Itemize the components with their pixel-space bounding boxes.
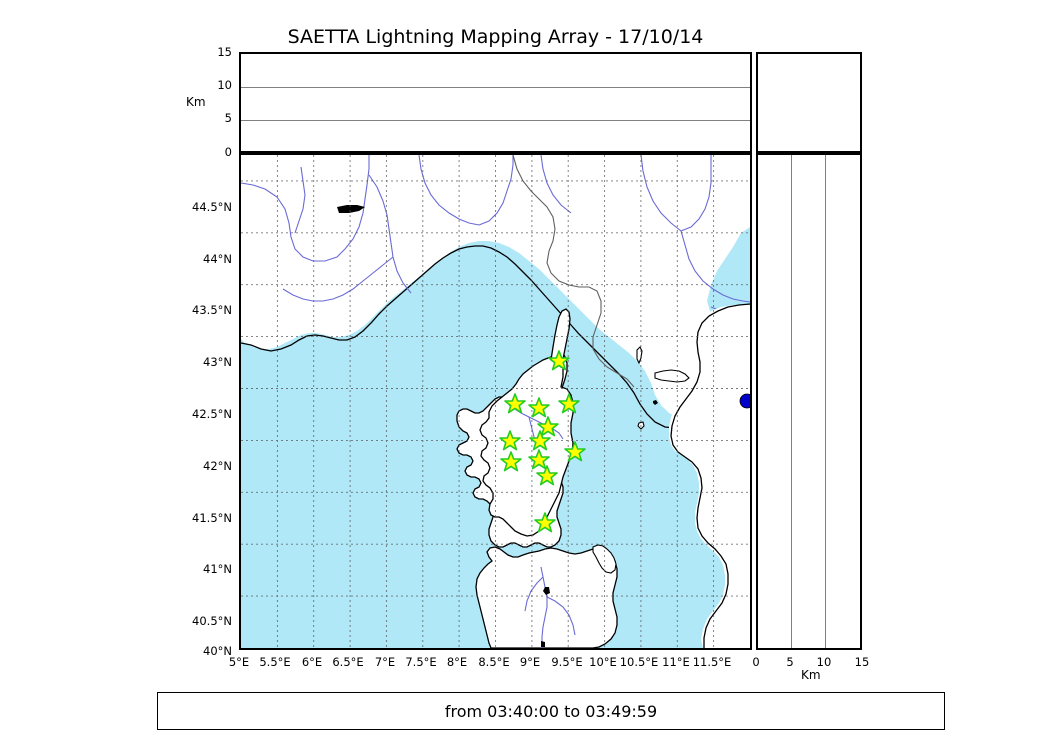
country-border <box>512 155 635 388</box>
right-panel-gridline-5 <box>791 155 792 648</box>
station-marker <box>548 350 570 371</box>
map-ytick-43N: 43°N <box>203 355 232 369</box>
map-xtick-8.5E: 8.5°E <box>478 655 510 669</box>
map-ytick-44N: 44°N <box>203 252 232 266</box>
map-xtick-8E: 8°E <box>446 655 468 669</box>
map-graphic <box>241 155 750 648</box>
station-marker <box>537 416 559 437</box>
map-xtick-9E: 9°E <box>519 655 541 669</box>
right-panel-gridline-10 <box>825 155 826 648</box>
island-elba <box>654 369 690 383</box>
rivers-sardinia <box>524 566 576 648</box>
station-marker <box>528 397 550 418</box>
station-markers <box>499 350 586 533</box>
station-marker <box>504 393 526 414</box>
corner-panel[interactable] <box>756 52 862 153</box>
sardinia-lake-2 <box>541 641 545 647</box>
page-title: SAETTA Lightning Mapping Array - 17/10/1… <box>287 26 704 48</box>
top-altitude-panel[interactable] <box>239 52 752 153</box>
top-panel-gridline-10 <box>241 87 750 88</box>
top-panel-ytick-15: 15 <box>217 45 232 59</box>
map-ytick-42N: 42°N <box>203 459 232 473</box>
map-ytick-42.5N: 42.5°N <box>192 407 232 421</box>
map-ytick-44.5N: 44.5°N <box>192 200 232 214</box>
top-panel-gridline-5 <box>241 120 750 121</box>
island-pianosa <box>653 400 658 405</box>
map-xtick-11.5E: 11.5°E <box>692 655 732 669</box>
lake-mark <box>337 205 365 213</box>
station-marker <box>536 465 558 486</box>
station-marker <box>558 393 580 414</box>
station-marker <box>534 512 556 533</box>
coastline-corsica-detail <box>479 349 574 537</box>
map-ytick-41.5N: 41.5°N <box>192 511 232 525</box>
cap-corse <box>550 308 571 369</box>
map-xtick-6E: 6°E <box>301 655 323 669</box>
map-xtick-5E: 5°E <box>228 655 250 669</box>
map-xtick-6.5E: 6.5°E <box>332 655 364 669</box>
right-panel-xtick-15: 15 <box>854 655 870 669</box>
map-xtick-7.5E: 7.5°E <box>405 655 437 669</box>
time-range-status-bar[interactable]: from 03:40:00 to 03:49:59 <box>157 692 945 730</box>
right-panel-xtick-0: 0 <box>752 655 760 669</box>
map-ytick-41N: 41°N <box>203 562 232 576</box>
station-marker <box>500 451 522 472</box>
map-ytick-40.5N: 40.5°N <box>192 614 232 628</box>
map-xtick-5.5E: 5.5°E <box>259 655 291 669</box>
top-panel-ylabel: Km <box>186 95 206 109</box>
sardinia-lake-1 <box>543 587 550 595</box>
map-ytick-43.5N: 43.5°N <box>192 303 232 317</box>
map-xtick-11E: 11°E <box>662 655 690 669</box>
station-marker <box>499 430 521 451</box>
map-gridlines <box>241 155 750 648</box>
right-panel-xlabel: Km <box>801 668 821 682</box>
map-panel[interactable] <box>239 153 752 650</box>
land-france-italy <box>241 155 750 417</box>
map-xtick-9.5E: 9.5°E <box>551 655 583 669</box>
source-marker <box>739 393 750 409</box>
map-xtick-10E: 10°E <box>589 655 617 669</box>
land-italy-west <box>669 305 750 648</box>
station-marker <box>528 449 550 470</box>
right-panel-xtick-10: 10 <box>816 655 832 669</box>
station-marker <box>529 430 551 451</box>
time-range-text: from 03:40:00 to 03:49:59 <box>444 701 658 721</box>
map-xtick-7E: 7°E <box>374 655 396 669</box>
station-marker <box>564 441 586 462</box>
right-panel-xtick-5: 5 <box>786 655 794 669</box>
top-panel-ytick-0: 0 <box>224 145 232 159</box>
right-altitude-panel[interactable] <box>756 153 862 650</box>
top-panel-ytick-5: 5 <box>224 111 232 125</box>
map-ytick-40N: 40°N <box>203 644 232 658</box>
coastline-italy-west <box>670 303 750 648</box>
map-xtick-10.5E: 10.5°E <box>619 655 659 669</box>
top-panel-ytick-10: 10 <box>217 78 232 92</box>
